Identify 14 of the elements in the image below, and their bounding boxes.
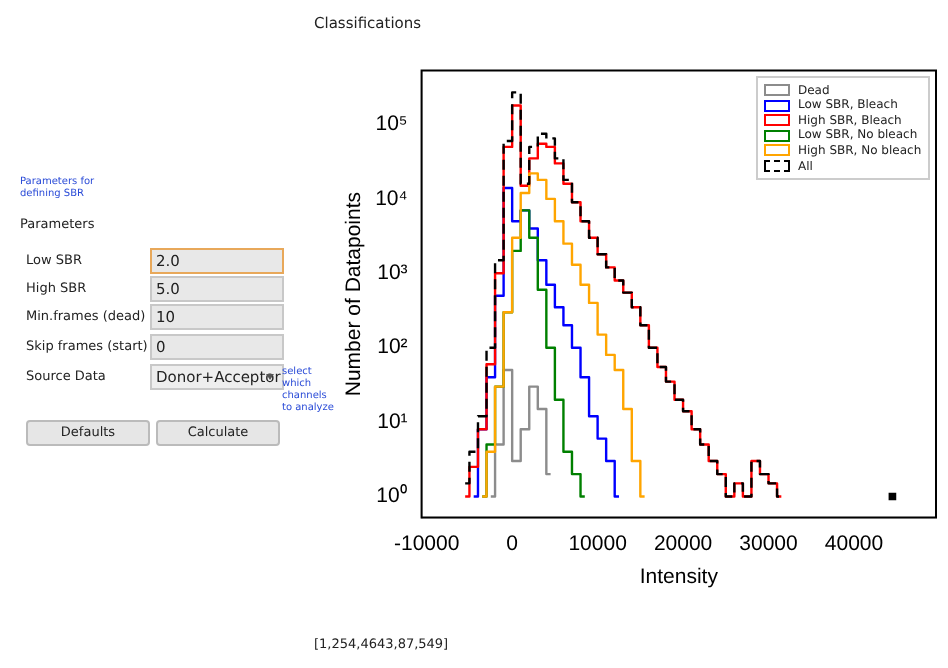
x-tick-label: 30000 (739, 531, 799, 556)
x-tick-label: 40000 (824, 531, 884, 556)
x-tick-label: 20000 (653, 531, 713, 556)
x-tick-label: -10000 (394, 531, 460, 556)
y-tick-label: 10³ (377, 261, 409, 286)
y-tick-label: 10⁵ (375, 112, 408, 137)
x-axis-title: Intensity (639, 565, 720, 590)
y-axis-title: Number of Datapoints (342, 191, 367, 397)
x-tick-label: 10000 (568, 531, 628, 556)
y-tick-label: 10² (377, 335, 409, 360)
y-tick-label: 10⁴ (375, 186, 408, 211)
y-tick-label: 10¹ (377, 409, 409, 434)
x-tick-label: 0 (506, 531, 519, 556)
y-tick-label: 10⁰ (376, 484, 408, 509)
